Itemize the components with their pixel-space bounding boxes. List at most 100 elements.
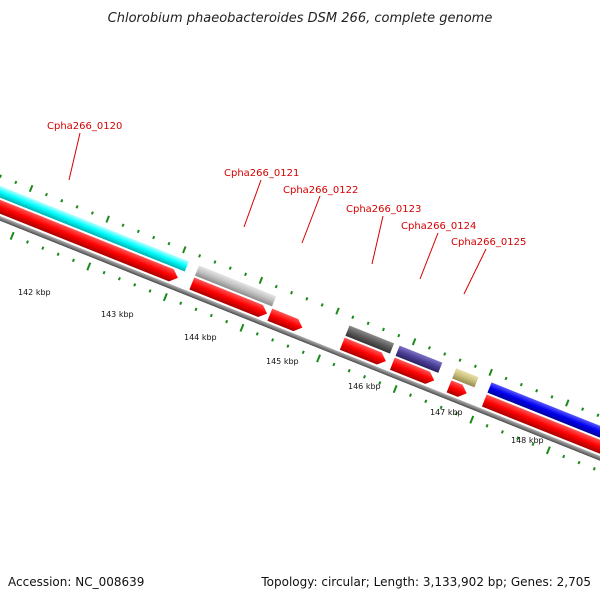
minor-tick <box>286 344 290 348</box>
minor-tick <box>351 315 355 319</box>
minor-tick <box>550 395 554 399</box>
feature-dark <box>345 325 395 354</box>
topology-summary: Topology: circular; Length: 3,133,902 bp… <box>260 575 591 589</box>
minor-tick <box>60 199 64 203</box>
feature-blue <box>487 382 600 445</box>
minor-tick <box>71 258 75 263</box>
major-tick <box>162 293 168 302</box>
feature-khaki <box>452 368 479 388</box>
major-tick <box>258 276 264 285</box>
cds-arrow <box>481 394 600 455</box>
minor-tick <box>213 260 217 264</box>
minor-tick <box>136 229 140 234</box>
minor-tick <box>25 240 29 244</box>
feature-cyan <box>0 165 189 272</box>
minor-tick <box>473 364 477 368</box>
minor-tick <box>581 407 585 411</box>
gene-label[interactable]: Cpha266_0122 <box>283 185 358 196</box>
minor-tick <box>44 192 48 197</box>
major-tick <box>469 415 475 424</box>
feature-silver <box>194 265 277 307</box>
minor-tick <box>424 399 428 404</box>
major-tick <box>316 354 321 363</box>
minor-tick <box>14 180 18 185</box>
cds-arrow <box>339 337 386 365</box>
minor-tick <box>209 313 213 318</box>
minor-tick <box>102 270 106 275</box>
gc-ticks-lower <box>9 231 596 471</box>
gene-label[interactable]: Cpha266_0125 <box>451 237 526 248</box>
minor-tick <box>228 266 232 270</box>
minor-tick <box>366 321 370 326</box>
minor-tick <box>381 327 385 332</box>
major-tick <box>545 446 551 455</box>
minor-tick <box>305 297 309 301</box>
minor-tick <box>519 382 523 387</box>
major-tick <box>86 262 92 271</box>
minor-tick <box>596 413 600 417</box>
cds-arrow <box>267 308 303 332</box>
minor-tick <box>148 289 152 293</box>
gc-ticks-upper <box>0 174 600 417</box>
minor-tick <box>332 362 336 367</box>
minor-tick <box>194 307 198 312</box>
major-tick <box>9 231 15 240</box>
minor-tick <box>244 272 248 277</box>
minor-tick <box>592 466 596 471</box>
minor-tick <box>408 393 412 397</box>
minor-tick <box>198 254 202 258</box>
minor-tick <box>320 303 324 307</box>
cds-arrow <box>0 177 178 282</box>
minor-tick <box>301 350 305 355</box>
cds-arrow <box>189 277 268 318</box>
minor-tick <box>167 241 171 246</box>
major-tick <box>239 323 245 332</box>
minor-tick <box>179 301 183 306</box>
minor-tick <box>75 205 79 209</box>
minor-tick <box>504 376 508 381</box>
ruler-label: 148 kbp <box>511 436 544 445</box>
minor-tick <box>443 352 447 356</box>
ruler-label: 145 kbp <box>266 357 299 366</box>
minor-tick <box>271 338 275 342</box>
minor-tick <box>577 460 581 465</box>
minor-tick <box>133 283 137 287</box>
major-tick <box>182 246 187 254</box>
ruler-label: 142 kbp <box>18 288 51 297</box>
minor-tick <box>500 430 504 434</box>
minor-tick <box>397 333 401 338</box>
major-tick <box>488 368 493 376</box>
ruler-label: 143 kbp <box>101 310 134 319</box>
ruler-label: 146 kbp <box>348 382 381 391</box>
minor-tick <box>531 442 535 446</box>
genome-backbone <box>0 191 600 479</box>
minor-tick <box>427 346 431 350</box>
minor-tick <box>0 174 2 179</box>
minor-tick <box>363 375 367 379</box>
gene-label[interactable]: Cpha266_0121 <box>224 168 299 179</box>
minor-tick <box>535 388 539 393</box>
major-tick <box>105 215 110 223</box>
minor-tick <box>485 424 489 428</box>
minor-tick <box>290 290 294 295</box>
minor-tick <box>439 405 443 410</box>
minor-tick <box>41 246 45 250</box>
minor-tick <box>225 319 229 324</box>
gene-label[interactable]: Cpha266_0123 <box>346 204 421 215</box>
major-tick <box>392 384 398 394</box>
feature-purple <box>395 345 443 373</box>
major-tick <box>565 399 570 407</box>
ruler-label: 144 kbp <box>184 333 217 342</box>
minor-tick <box>117 276 121 281</box>
minor-tick <box>516 436 520 440</box>
genome-track <box>0 165 600 479</box>
minor-tick <box>255 332 259 336</box>
major-tick <box>28 184 34 193</box>
minor-tick <box>378 381 382 385</box>
major-tick <box>335 307 340 315</box>
gene-label[interactable]: Cpha266_0124 <box>401 221 476 232</box>
cds-arrow <box>446 380 467 397</box>
gene-label[interactable]: Cpha266_0120 <box>47 121 122 132</box>
minor-tick <box>56 252 60 257</box>
